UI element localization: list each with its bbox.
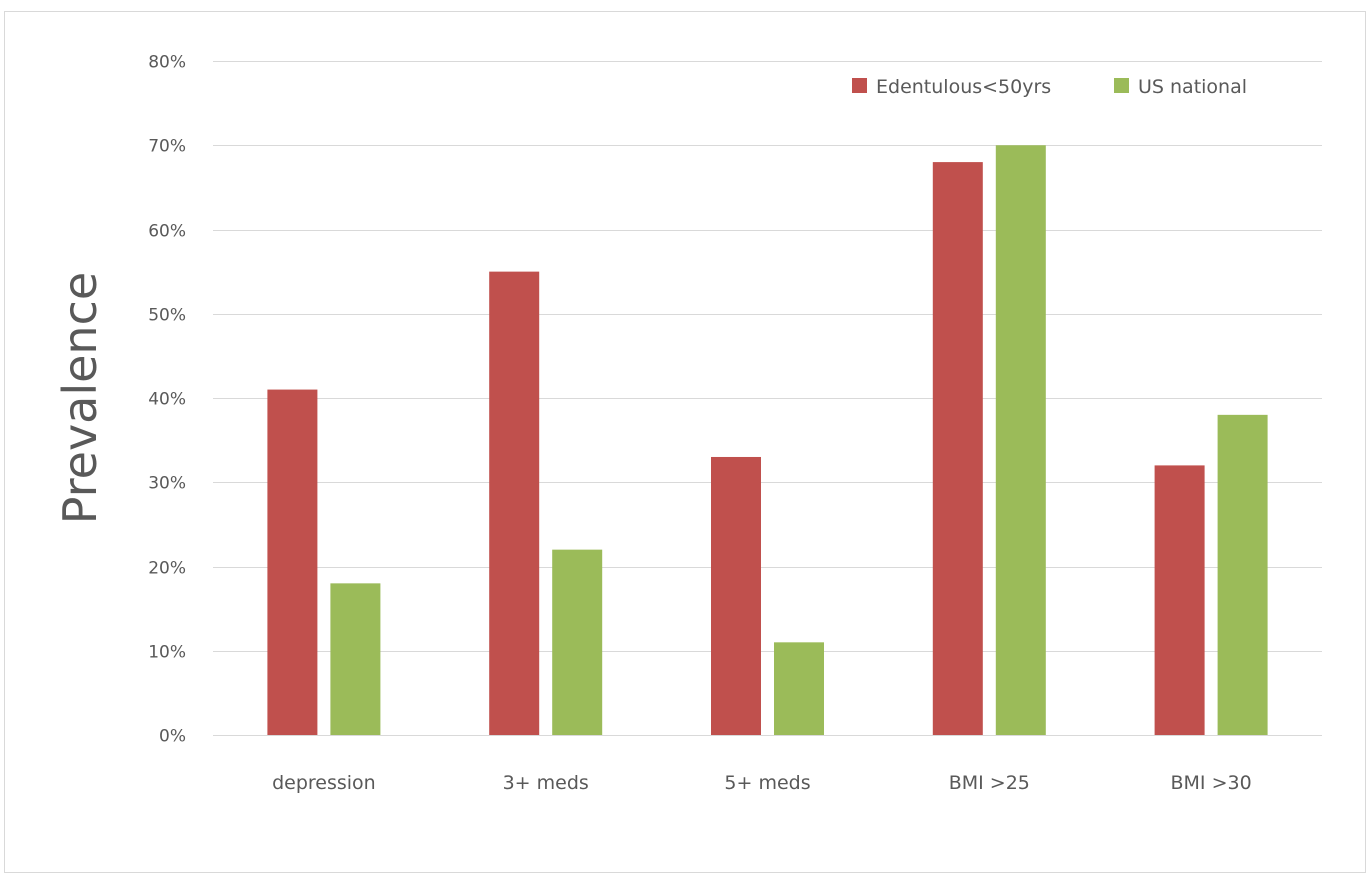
bar-us-national-1 (552, 549, 603, 735)
x-tick-label: 5+ meds (724, 772, 810, 794)
y-tick-label: 0% (159, 727, 186, 747)
legend-label: US national (1138, 76, 1247, 98)
bar-us-national-4 (1217, 414, 1268, 735)
x-tick-label: depression (272, 772, 376, 794)
bar-us-national-2 (774, 642, 824, 735)
bar-edentulous-1 (489, 271, 540, 735)
legend-swatch (852, 78, 867, 93)
x-axis-labels: depression 3+ meds 5+ meds BMI >25 BMI >30 (272, 772, 1252, 794)
bar-us-national-0 (330, 583, 381, 735)
y-tick-label: 20% (148, 559, 186, 579)
legend-label: Edentulous<50yrs (876, 76, 1051, 98)
y-tick-label: 30% (148, 474, 186, 494)
legend-swatch (1114, 78, 1129, 93)
y-tick-label: 40% (148, 390, 186, 410)
bar-us-national-3 (995, 145, 1046, 735)
y-axis-ticks: 0% 10% 20% 30% 40% 50% 60% 70% 80% (148, 53, 186, 747)
y-axis-label: Prevalence (53, 272, 107, 524)
legend: Edentulous<50yrs US national (852, 76, 1247, 98)
x-tick-label: BMI >25 (949, 772, 1030, 794)
gridlines (213, 61, 1322, 652)
chart-frame (4, 11, 1366, 873)
x-tick-label: 3+ meds (503, 772, 589, 794)
y-tick-label: 10% (148, 643, 186, 663)
x-tick-label: BMI >30 (1171, 772, 1252, 794)
bar-edentulous-0 (267, 389, 318, 735)
y-tick-label: 70% (148, 137, 186, 157)
bars (267, 145, 1268, 736)
y-tick-label: 50% (148, 306, 186, 326)
bar-edentulous-2 (711, 456, 761, 735)
y-tick-label: 80% (148, 53, 186, 73)
y-tick-label: 60% (148, 222, 186, 242)
bar-edentulous-4 (1154, 465, 1205, 735)
bar-edentulous-3 (932, 162, 983, 736)
